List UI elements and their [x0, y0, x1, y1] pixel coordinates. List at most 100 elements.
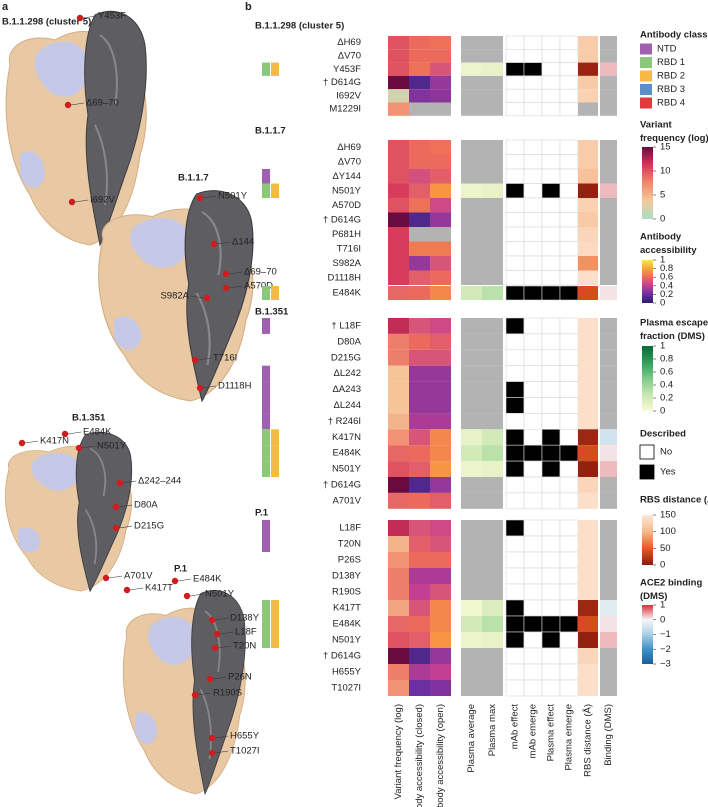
heatmap-cell: [482, 648, 503, 664]
heatmap-cell: [430, 413, 451, 430]
structure-title: B.1.351: [72, 413, 106, 424]
legend-swatch: [640, 43, 652, 55]
colorbar-tick-label: 15: [660, 142, 671, 153]
group-title: P.1: [255, 508, 269, 519]
mutation-site: [76, 14, 84, 22]
heatmap-cell: [505, 460, 525, 478]
heatmap-cell: [388, 648, 409, 664]
heatmap-cell: [600, 664, 617, 680]
mutation-site: [112, 503, 120, 511]
heatmap-cell: [559, 413, 579, 430]
heatmap-cell: [505, 62, 525, 77]
row-label: E484K: [332, 619, 361, 630]
heatmap-cell: [388, 49, 409, 63]
legend-label: RBD 1: [657, 57, 685, 68]
heatmap-cell: [409, 62, 430, 76]
mutation-label: H655Y: [230, 731, 260, 742]
heatmap-cell: [541, 365, 561, 382]
column-label: mAb effect: [510, 704, 521, 750]
structure: [4, 431, 133, 593]
heatmap-cell: [409, 333, 430, 350]
heatmap-cell: [482, 49, 503, 63]
heatmap-cell: [523, 154, 543, 170]
heatmap-cell: [559, 535, 579, 553]
heatmap-cell: [505, 317, 525, 335]
heatmap-cell: [409, 49, 430, 63]
row-label: N501Y: [332, 635, 362, 646]
heatmap-cell: [388, 349, 409, 366]
heatmap-cell: [388, 154, 409, 169]
heatmap-cell: [559, 102, 579, 117]
heatmap-cell: [461, 365, 482, 382]
heatmap-cell: [541, 519, 561, 537]
heatmap-cell: [505, 285, 525, 301]
heatmap-cell: [523, 62, 543, 77]
heatmap-cell: [409, 75, 430, 90]
group-title: B.1.1.7: [255, 126, 286, 137]
heatmap-cell: [578, 397, 598, 414]
heatmap-cell: [578, 183, 598, 198]
heatmap-cell: [461, 413, 482, 430]
heatmap-cell: [461, 600, 482, 616]
heatmap-cell: [482, 365, 503, 382]
heatmap-cell: [482, 632, 503, 648]
leader-line: [24, 440, 39, 444]
heatmap-cell: [523, 226, 543, 242]
colorbar-tick-label: 5: [660, 190, 665, 201]
colorbar-tick-label: 0.8: [660, 263, 673, 274]
colorbar-tick-label: 1: [660, 255, 665, 266]
heatmap-cell: [430, 552, 451, 568]
mutation-site: [213, 630, 221, 638]
mutation-site: [203, 294, 211, 302]
heatmap-cell: [578, 461, 598, 477]
heatmap-cell: [600, 75, 617, 90]
heatmap-cell: [559, 226, 579, 242]
heatmap-cell: [505, 663, 525, 681]
heatmap-cell: [430, 75, 451, 90]
heatmap-cell: [482, 89, 503, 103]
heatmap-cell: [541, 535, 561, 553]
panel-a: a: [2, 1, 255, 795]
heatmap-cell: [523, 679, 543, 697]
heatmap-cell: [600, 536, 617, 552]
heatmap-cell: [600, 349, 617, 366]
heatmap-cell: [505, 551, 525, 569]
heatmap-cell: [388, 365, 409, 382]
heatmap-cell: [482, 492, 503, 509]
heatmap-cell: [523, 270, 543, 286]
heatmap-cell: [409, 183, 430, 198]
colorbar-tick-label: 0.6: [660, 272, 673, 283]
heatmap-cell: [388, 62, 409, 76]
heatmap-cell: [600, 429, 617, 446]
heatmap-cell: [523, 197, 543, 213]
heatmap-cell: [482, 270, 503, 285]
heatmap-cell: [409, 397, 430, 414]
heatmap-cell: [388, 318, 409, 334]
mutation-site: [68, 198, 76, 206]
heatmap-cell: [541, 183, 561, 199]
heatmap-cell: [461, 318, 482, 334]
heatmap-cell: [461, 680, 482, 696]
class-bar: [271, 616, 279, 632]
mutation-label: D80A: [134, 500, 158, 511]
heatmap-cell: [461, 477, 482, 493]
heatmap-cell: [505, 679, 525, 697]
heatmap-cell: [461, 349, 482, 366]
heatmap-cell: [505, 647, 525, 665]
heatmap-cell: [600, 198, 617, 213]
heatmap-cell: [523, 599, 543, 617]
leader-line: [212, 676, 227, 680]
mutation-site: [18, 439, 26, 447]
heatmap-cell: [559, 460, 579, 478]
class-bar: [262, 445, 270, 462]
heatmap-cell: [409, 520, 430, 536]
mutation-site: [112, 524, 120, 532]
leader-line: [197, 692, 212, 696]
heatmap-cell: [505, 255, 525, 271]
heatmap-cell: [505, 241, 525, 257]
heatmap-cell: [505, 333, 525, 351]
class-bar: [262, 600, 270, 616]
heatmap-cell: [559, 397, 579, 414]
heatmap-cell: [559, 285, 579, 301]
heatmap-cell: [409, 198, 430, 213]
